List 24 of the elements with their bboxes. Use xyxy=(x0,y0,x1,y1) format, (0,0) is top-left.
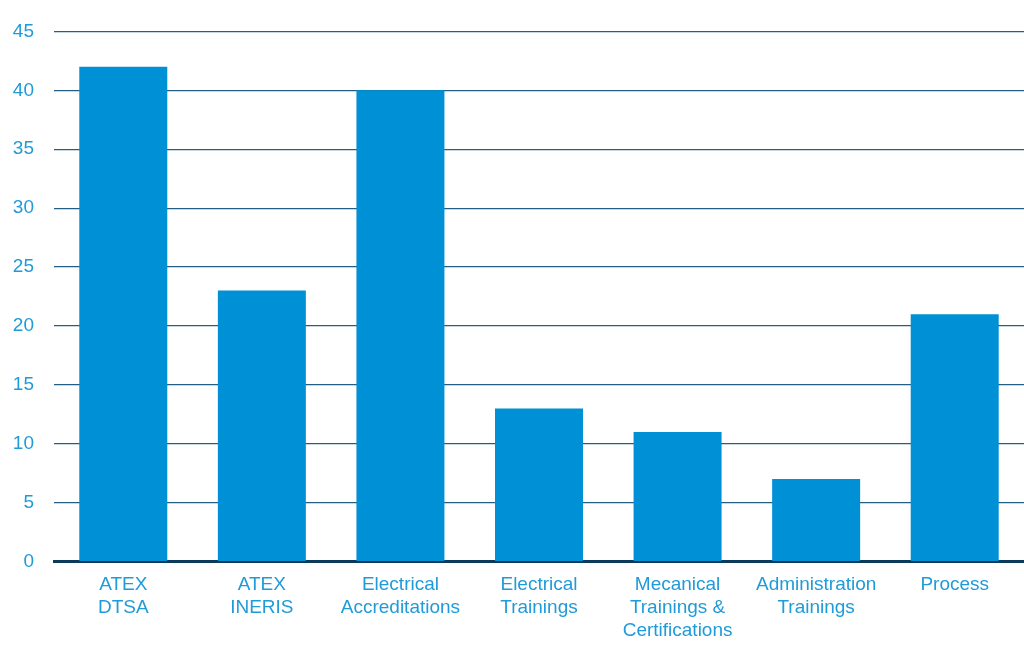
x-tick-label: ATEX INERIS xyxy=(230,573,294,618)
bar xyxy=(495,408,583,561)
y-tick-label: 5 xyxy=(23,490,34,512)
bar xyxy=(772,479,861,561)
bar xyxy=(356,90,445,561)
y-tick-label: 0 xyxy=(23,549,34,571)
y-tick-label: 20 xyxy=(12,314,34,336)
x-tick-label: Electrical Trainings xyxy=(500,573,578,618)
x-tick-label: Administration Trainings xyxy=(755,573,877,618)
x-tick-label: Electrical Accreditations xyxy=(340,573,461,618)
bar xyxy=(217,290,306,561)
x-tick-label: Mecanical Trainings & Certifications xyxy=(622,573,733,640)
bar xyxy=(633,432,722,561)
bar xyxy=(910,314,999,561)
x-tick-label: Process xyxy=(920,573,990,595)
y-tick-label: 15 xyxy=(12,373,34,395)
y-tick-label: 45 xyxy=(12,19,34,41)
y-tick-label: 35 xyxy=(12,137,34,159)
y-tick-label: 10 xyxy=(12,432,34,454)
y-tick-label: 25 xyxy=(12,255,34,277)
y-tick-label: 30 xyxy=(12,196,34,218)
y-tick-label: 40 xyxy=(12,78,34,100)
bar xyxy=(79,66,168,561)
x-tick-label: ATEX DTSA xyxy=(97,573,149,618)
